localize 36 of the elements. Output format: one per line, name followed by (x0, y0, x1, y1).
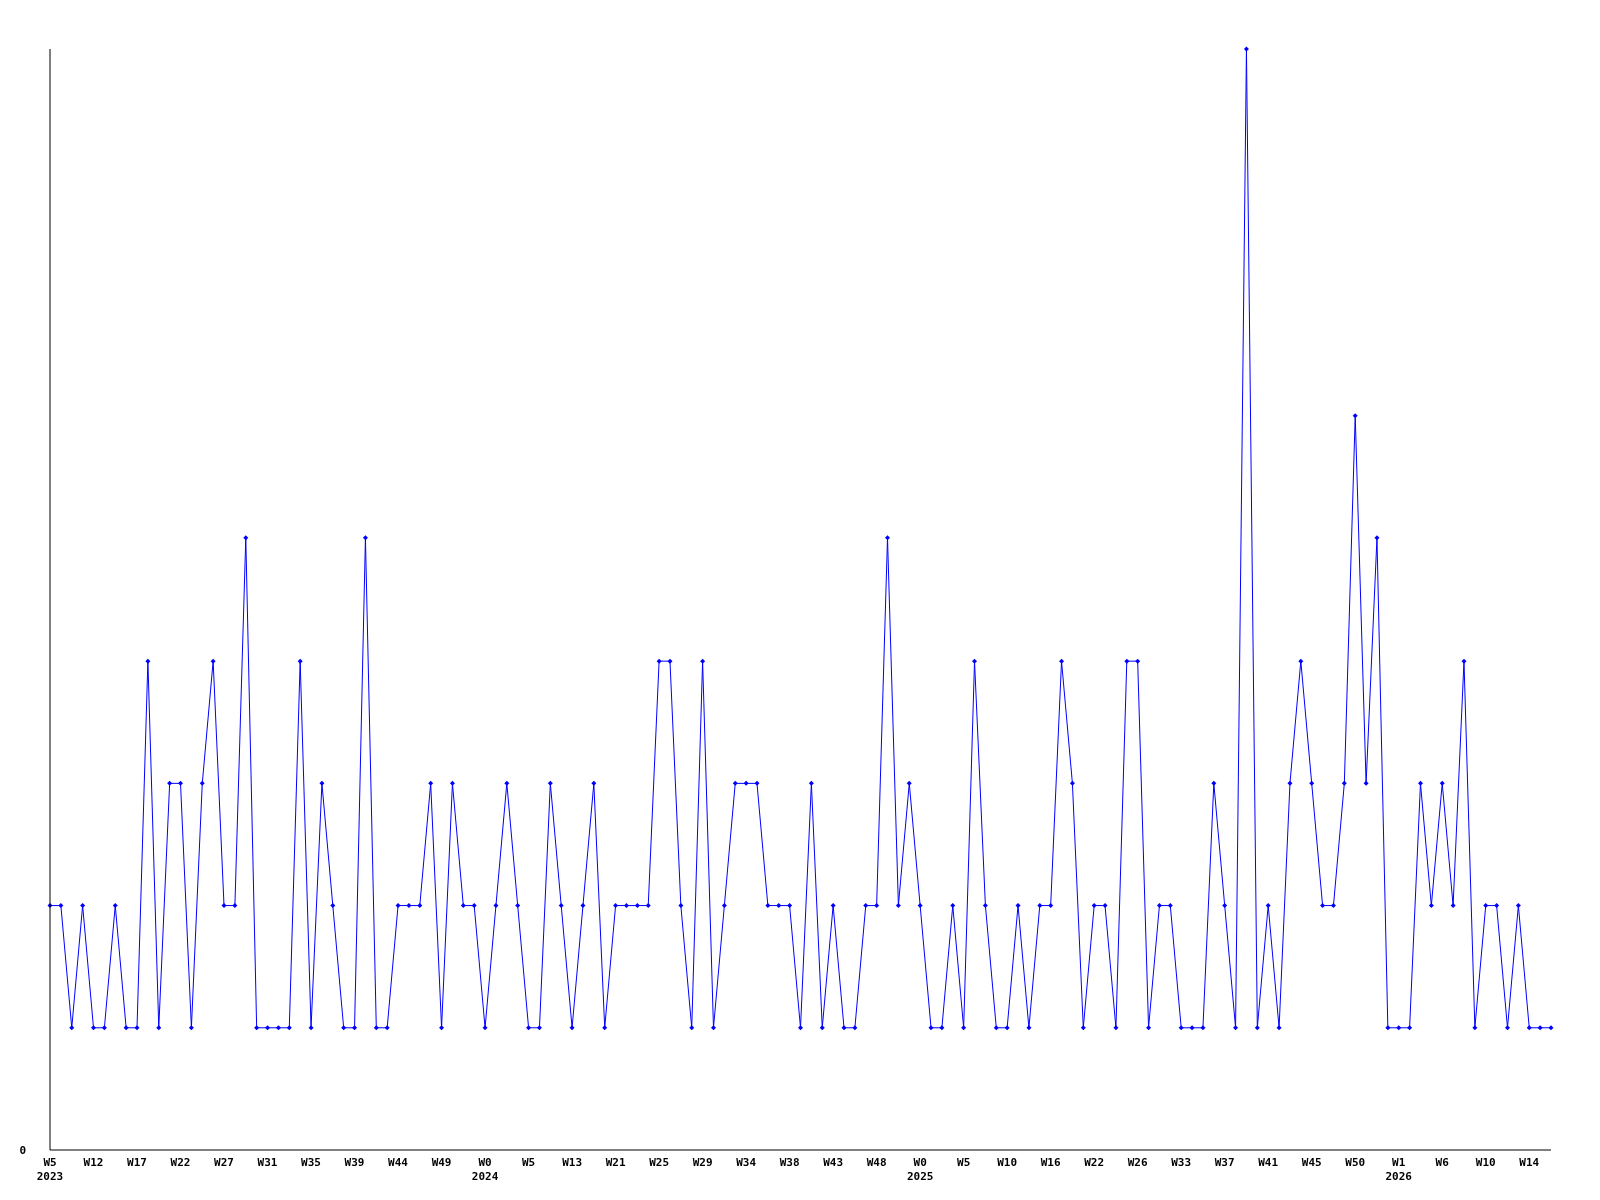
x-tick-label: W43 (823, 1156, 844, 1169)
x-tick-label: W10 (997, 1156, 1018, 1169)
x-tick-label: W29 (692, 1156, 713, 1169)
x-tick-label: W49 (431, 1156, 452, 1169)
x-tick-label: W38 (779, 1156, 800, 1169)
x-tick-label: W25 (649, 1156, 670, 1169)
x-tick-label: W16 (1040, 1156, 1061, 1169)
text: 0 (19, 1144, 26, 1157)
x-tick-label: W6 (1435, 1156, 1450, 1169)
x-tick-label: W48 (866, 1156, 887, 1169)
x-tick-label: W14 (1519, 1156, 1540, 1169)
x-tick-label: W41 (1258, 1156, 1279, 1169)
x-tick-label: W10 (1475, 1156, 1496, 1169)
x-tick-label: W45 (1301, 1156, 1322, 1169)
x-tick-label: W22 (170, 1156, 191, 1169)
x-tick-label: W39 (344, 1156, 365, 1169)
x-tick-label: W35 (301, 1156, 321, 1169)
x-tick-label: W13 (562, 1156, 583, 1169)
x-tick-label: W26 (1127, 1156, 1148, 1169)
x-tick-label: W27 (214, 1156, 234, 1169)
x-tick-label: W44 (388, 1156, 409, 1169)
x-tick-label: W0 2024 (471, 1156, 499, 1183)
x-tick-label: W1 2026 (1385, 1156, 1413, 1183)
x-tick-label: W12 (83, 1156, 104, 1169)
x-tick-label: W21 (605, 1156, 626, 1169)
x-tick-label: W34 (736, 1156, 757, 1169)
x-tick-label: W31 (257, 1156, 278, 1169)
x-tick-label: W50 (1345, 1156, 1366, 1169)
x-tick-label: W33 (1171, 1156, 1192, 1169)
x-tick-label: W17 (127, 1156, 147, 1169)
x-tick-label: W37 (1214, 1156, 1235, 1169)
x-tick-label: W22 (1084, 1156, 1105, 1169)
x-tick-label: W5 2023 (36, 1156, 64, 1183)
x-tick-label: W5 (521, 1156, 536, 1169)
x-tick-label: W0 2025 (906, 1156, 934, 1183)
x-tick-label: W5 (957, 1156, 971, 1169)
